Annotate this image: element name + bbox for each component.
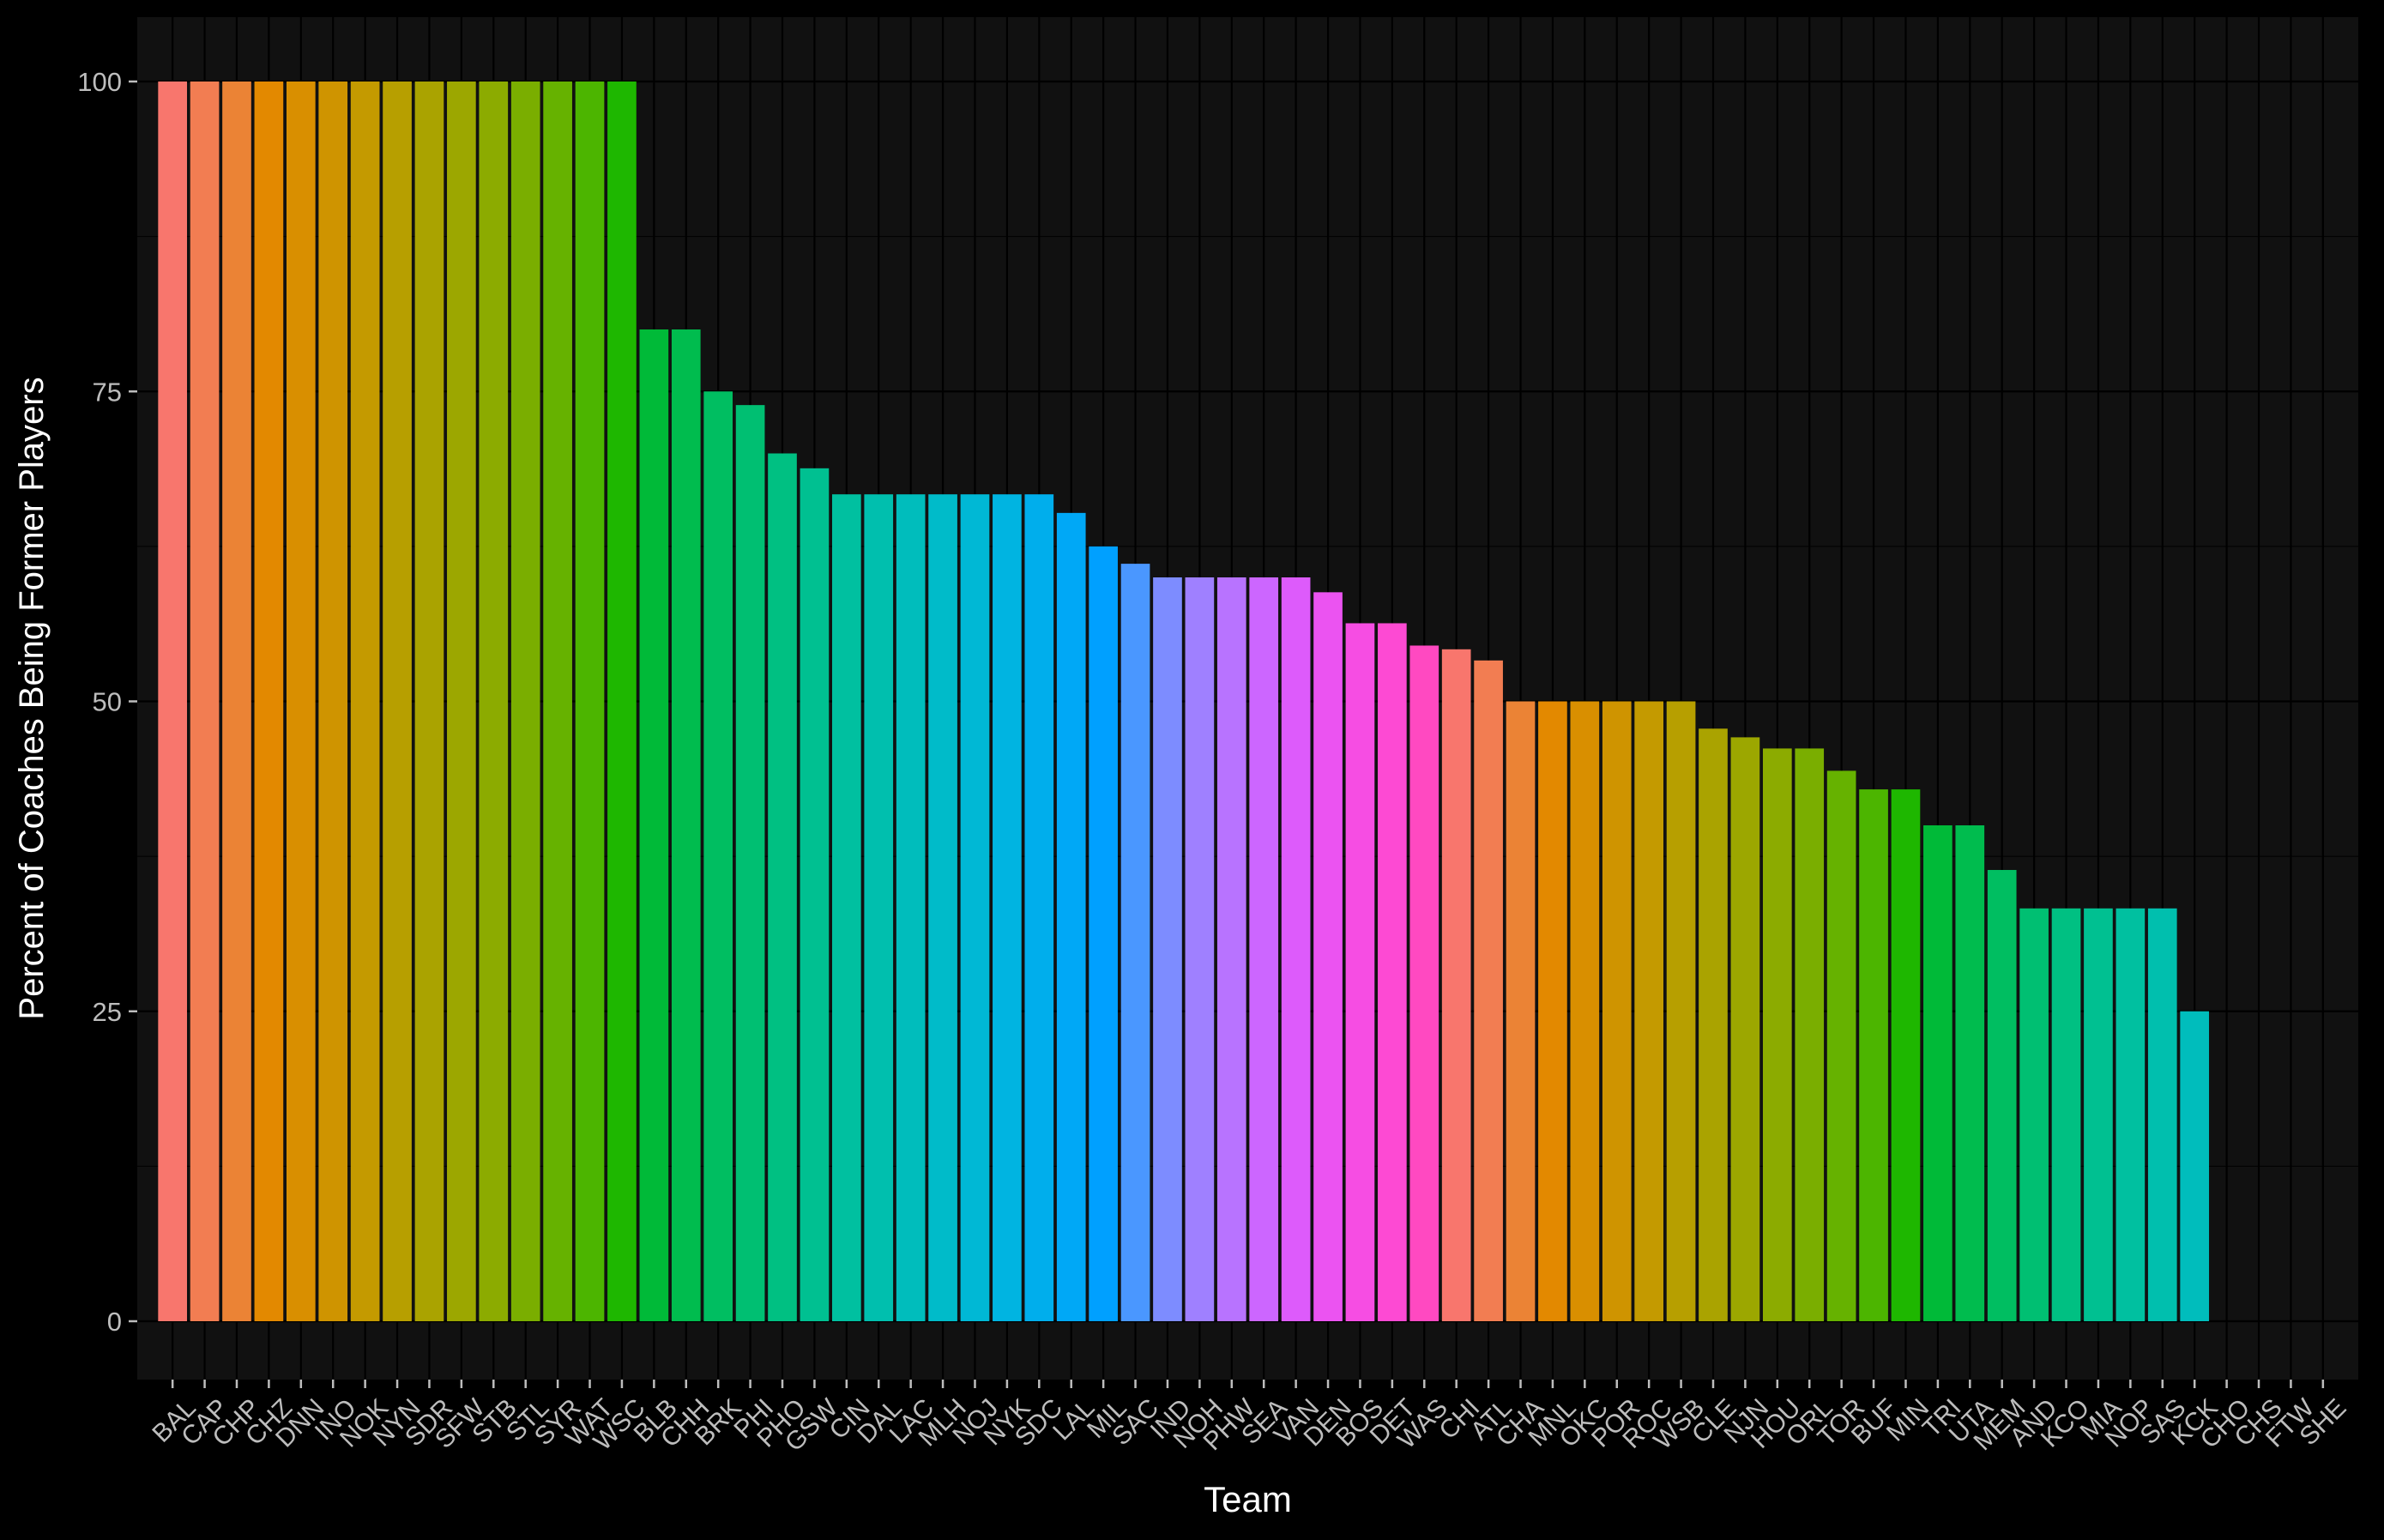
y-tick-label: 0	[107, 1307, 122, 1337]
bar-sea	[1249, 577, 1279, 1321]
bar-hou	[1762, 748, 1792, 1321]
bar-bos	[1345, 623, 1375, 1321]
y-tick-label: 100	[77, 67, 122, 97]
bar-lac	[896, 494, 926, 1321]
bar-roc	[1634, 701, 1664, 1321]
y-axis-title: Percent of Coaches Being Former Players	[13, 377, 51, 1019]
bar-chp	[222, 82, 251, 1321]
bar-blb	[639, 329, 669, 1321]
bar-dnn	[286, 82, 316, 1321]
bar-wsc	[607, 82, 637, 1321]
bar-tri	[1923, 825, 1952, 1321]
bar-mlh	[928, 494, 957, 1321]
bar-kck	[2180, 1011, 2210, 1321]
bar-pho	[768, 453, 797, 1321]
bar-mia	[2084, 908, 2113, 1321]
bar-gsw	[800, 468, 830, 1321]
bar-chz	[254, 82, 284, 1321]
bar-cle	[1699, 728, 1728, 1321]
bar-ino	[318, 82, 348, 1321]
bar-sac	[1120, 564, 1150, 1321]
bar-por	[1602, 701, 1632, 1321]
bar-njn	[1730, 737, 1760, 1321]
bar-mem	[1987, 870, 2017, 1321]
bar-min	[1891, 789, 1921, 1321]
bar-dal	[864, 494, 894, 1321]
bar-sas	[2147, 908, 2177, 1321]
bar-phw	[1216, 577, 1246, 1321]
bar-okc	[1570, 701, 1600, 1321]
bar-nyk	[993, 494, 1022, 1321]
bar-sdr	[414, 82, 444, 1321]
bar-wat	[575, 82, 605, 1321]
x-axis-title: Team	[1204, 1479, 1292, 1519]
bar-and	[2019, 908, 2049, 1321]
bar-stl	[510, 82, 540, 1321]
bar-nok	[350, 82, 380, 1321]
bar-was	[1409, 645, 1439, 1321]
bar-mnl	[1538, 701, 1567, 1321]
bar-tor	[1826, 770, 1856, 1321]
bar-phi	[735, 405, 765, 1321]
y-tick-label: 25	[93, 997, 122, 1027]
bars	[158, 82, 2210, 1321]
bar-uta	[1955, 825, 1985, 1321]
bar-noj	[960, 494, 990, 1321]
bar-cha	[1506, 701, 1536, 1321]
bar-van	[1281, 577, 1311, 1321]
bar-nop	[2115, 908, 2146, 1321]
bar-sdc	[1024, 494, 1054, 1321]
bar-nyn	[383, 82, 412, 1321]
bar-brk	[703, 391, 733, 1321]
bar-syr	[543, 82, 572, 1321]
bar-det	[1378, 623, 1407, 1321]
bar-atl	[1474, 660, 1503, 1321]
bar-lal	[1056, 512, 1086, 1321]
bar-bal	[158, 82, 187, 1321]
y-axis: 0 25 50 75 100	[77, 67, 137, 1337]
bar-chi	[1441, 649, 1471, 1321]
bar-chh	[671, 329, 701, 1321]
bar-buf	[1859, 789, 1888, 1321]
bar-den	[1313, 592, 1343, 1321]
bar-orl	[1795, 748, 1825, 1321]
y-tick-label: 50	[93, 687, 122, 717]
bar-cap	[190, 82, 220, 1321]
bar-noh	[1185, 577, 1215, 1321]
bar-cin	[831, 494, 861, 1321]
y-tick-label: 75	[93, 377, 122, 407]
bar-sfw	[447, 82, 476, 1321]
bar-stb	[479, 82, 509, 1321]
bar-ind	[1153, 577, 1182, 1321]
bar-mil	[1089, 546, 1118, 1321]
bar-wsb	[1666, 701, 1696, 1321]
bar-kco	[2051, 908, 2081, 1321]
